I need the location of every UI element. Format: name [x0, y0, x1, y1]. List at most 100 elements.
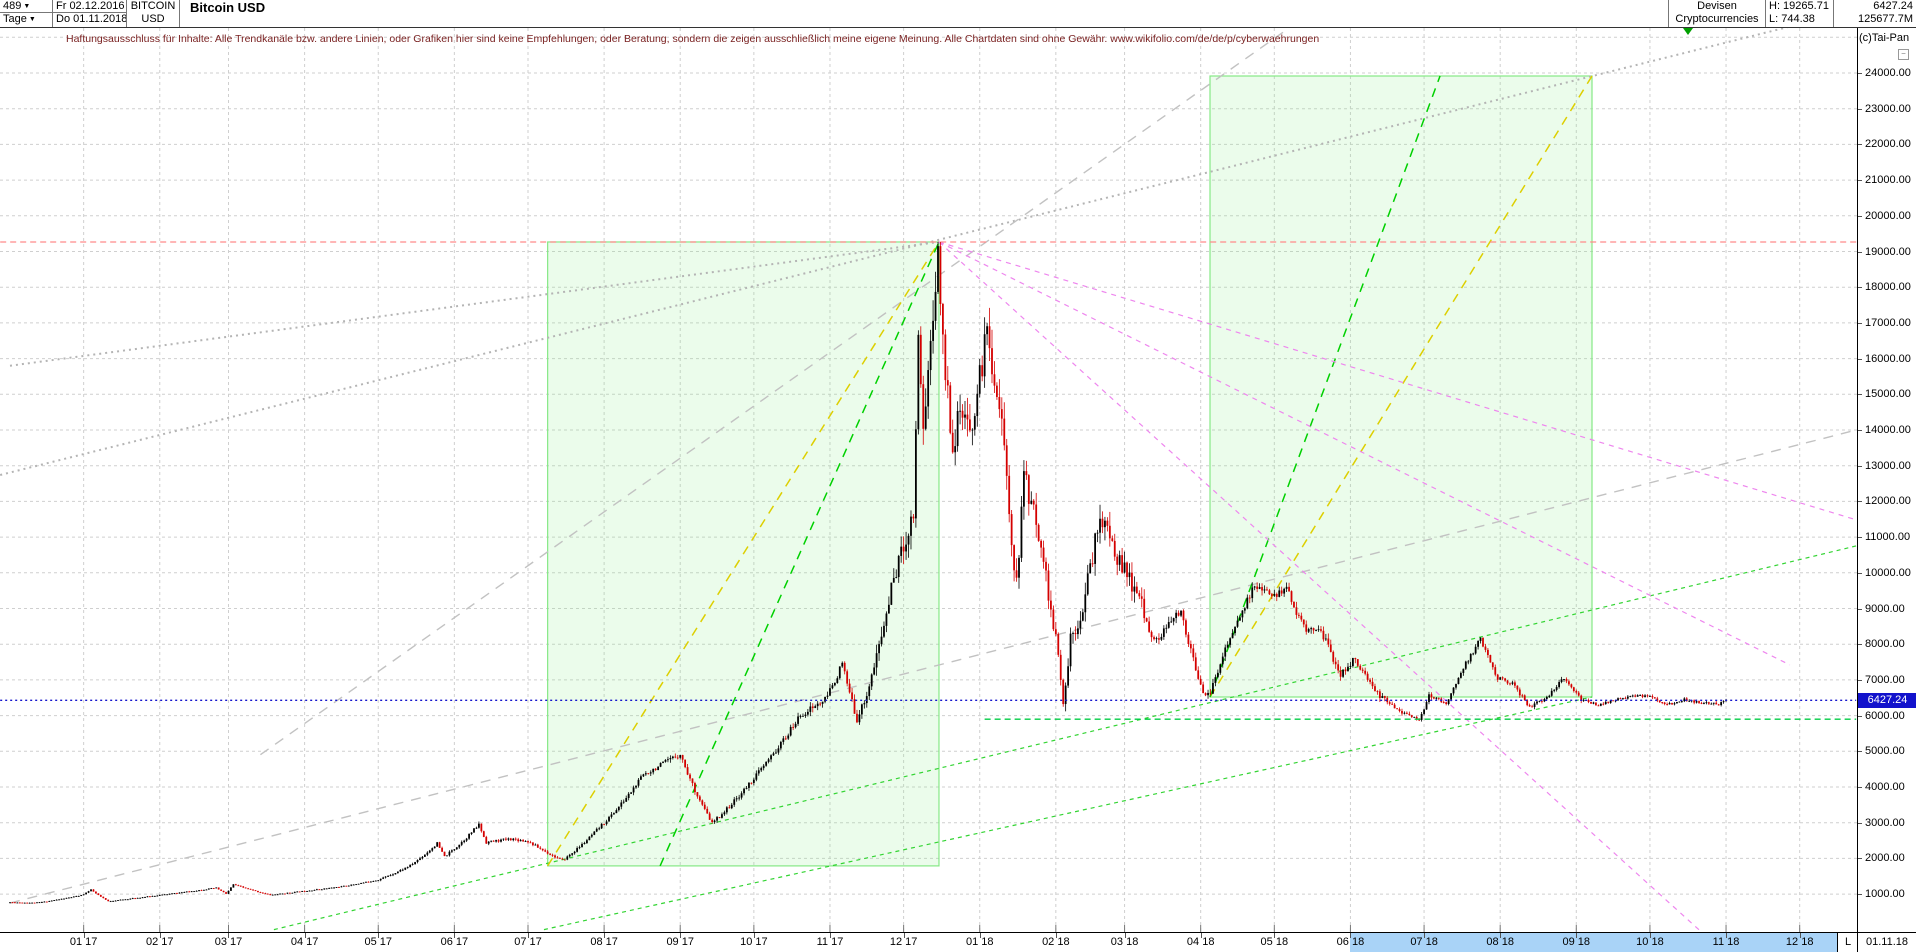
candle-body: [87, 891, 90, 893]
candle-body: [1631, 695, 1634, 697]
candle-body: [1663, 702, 1666, 705]
candle-body: [1361, 669, 1364, 671]
candle-body: [1609, 700, 1612, 703]
candle-body: [1101, 518, 1104, 528]
price-tick-mark: [1858, 715, 1862, 717]
candle-body: [1189, 643, 1192, 649]
candle-body: [1649, 696, 1651, 697]
yellow-diagonal-box1: [547, 241, 940, 867]
candle-body: [1322, 630, 1325, 640]
price-tick-mark: [1858, 322, 1862, 324]
candle-body: [1423, 709, 1425, 714]
candle-body: [77, 895, 80, 897]
collapse-panel-button[interactable]: −: [1898, 49, 1909, 60]
candle-body: [1369, 679, 1371, 682]
date-tick-mark: [159, 933, 161, 938]
gray-dotted-to-peak: [9, 240, 940, 367]
period-unit-selector[interactable]: Tage ▼: [0, 13, 53, 27]
price-tick-mark: [1858, 894, 1862, 896]
price-tick-label: 6000.00: [1865, 709, 1905, 722]
price-tick-label: 14000.00: [1865, 424, 1911, 436]
candle-body: [1118, 555, 1121, 565]
candle-body: [787, 735, 790, 739]
candle-body: [667, 759, 669, 761]
candle-body: [362, 882, 365, 884]
candle-body: [681, 755, 684, 760]
candle-body: [1243, 608, 1246, 611]
candle-body: [1248, 597, 1251, 599]
candle-body: [225, 892, 227, 894]
candle-body: [1018, 557, 1020, 578]
candle-body: [792, 726, 795, 728]
candle-body: [502, 838, 505, 840]
candle-body: [1469, 653, 1472, 662]
price-tick-label: 4000.00: [1865, 781, 1905, 793]
candle-body: [433, 846, 436, 849]
candle-body: [1123, 562, 1126, 573]
candle-body: [610, 814, 613, 817]
candle-body: [887, 604, 890, 614]
green-diagonal-box2: [1209, 75, 1441, 698]
candle-body: [1644, 695, 1646, 697]
candle-body: [1607, 701, 1610, 703]
candle-body: [426, 852, 429, 855]
candle-body: [1197, 670, 1200, 679]
candle-body: [136, 897, 139, 899]
candle-body: [222, 890, 225, 893]
price-tick-label: 23000.00: [1865, 102, 1911, 115]
candle-body: [220, 889, 223, 891]
candle-body: [1420, 713, 1423, 720]
date-tick-mark: [1500, 933, 1502, 938]
candle-body: [1285, 586, 1288, 589]
bars-count-selector[interactable]: 489 ▼: [0, 0, 53, 13]
candle-body: [512, 838, 515, 841]
candle-body: [1698, 701, 1700, 703]
date-tick-label: 11 17: [816, 936, 844, 948]
candle-body: [1140, 596, 1143, 599]
last-date-box: 01.11.18: [1857, 933, 1916, 952]
candle-body: [1722, 701, 1725, 703]
volume: 125677.7M: [1857, 13, 1913, 25]
date-tick-mark: [979, 933, 981, 938]
candlestick-chart-canvas[interactable]: [0, 28, 1857, 932]
candle-body: [1344, 669, 1347, 672]
candle-body: [1050, 600, 1052, 610]
candle-body: [1428, 694, 1430, 703]
date-tick-mark: [83, 933, 85, 938]
candle-body: [505, 838, 507, 840]
date-tick-mark: [1799, 933, 1801, 938]
candle-body: [1023, 471, 1025, 507]
candle-body: [1266, 589, 1268, 591]
price-tick-mark: [1858, 537, 1862, 539]
candle-body: [207, 888, 210, 890]
date-tick-label: 07 18: [1410, 936, 1438, 948]
candle-body: [1158, 638, 1160, 640]
candle-body: [1079, 620, 1082, 629]
candle-body: [1138, 593, 1141, 597]
candle-body: [954, 446, 957, 453]
candle-body: [686, 767, 689, 775]
date-tick-label: 09 18: [1562, 936, 1591, 948]
candle-body: [237, 885, 240, 887]
candle-body: [1558, 682, 1561, 688]
candle-body: [45, 901, 48, 903]
candle-body: [441, 847, 443, 852]
candle-body: [1153, 637, 1155, 640]
price-tick-mark: [1858, 287, 1862, 289]
candle-body: [750, 782, 753, 784]
candle-body: [1374, 686, 1376, 692]
candle-body: [1310, 628, 1313, 630]
candle-body: [14, 902, 16, 904]
candle-body: [679, 755, 682, 758]
candle-body: [365, 881, 367, 883]
candle-body: [392, 874, 394, 876]
candle-body: [1541, 700, 1543, 702]
candle-body: [507, 838, 510, 840]
candle-body: [1639, 695, 1642, 696]
candle-body: [124, 899, 127, 901]
candle-body: [838, 666, 841, 679]
candle-body: [1010, 514, 1013, 546]
candle-body: [1202, 684, 1205, 694]
candle-body: [1695, 701, 1698, 703]
candle-body: [308, 890, 311, 892]
